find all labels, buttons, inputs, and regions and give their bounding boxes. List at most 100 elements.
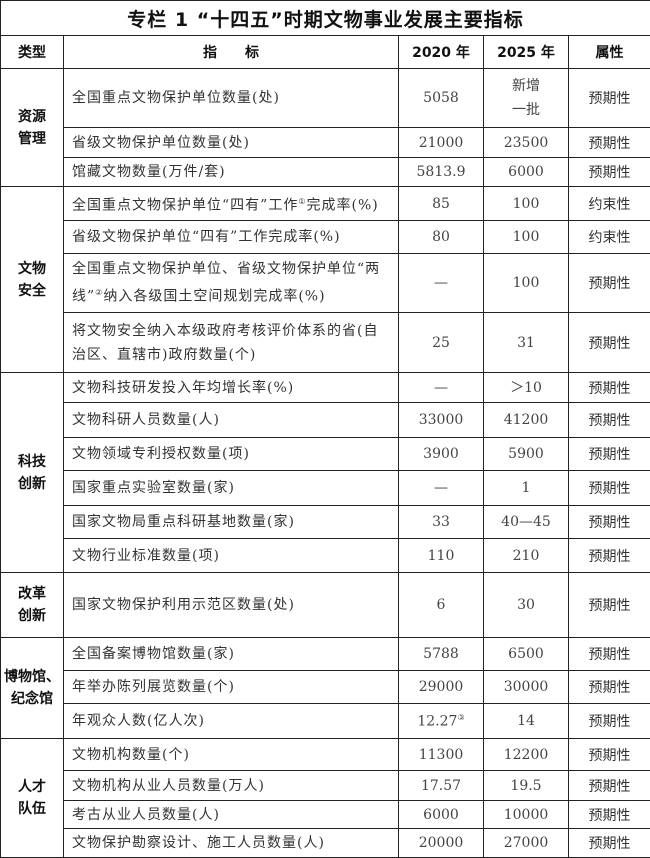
value-2020: 5813.9 [399, 158, 484, 187]
indicator-text: 全国重点文物保护单位数量(处) [72, 90, 280, 106]
value-2025: 6000 [484, 158, 569, 187]
indicator-cell: 文物保护勘察设计、施工人员数量(人) [64, 829, 399, 858]
attribute-cell: 预期性 [569, 128, 650, 158]
header-2025: 2025 年 [484, 36, 569, 69]
indicator-cell: 馆藏文物数量(万件/套) [64, 158, 399, 187]
category-cell: 科技 创新 [1, 373, 64, 573]
category-cell: 博物馆、 纪念馆 [1, 638, 64, 739]
indicator-text: 国家文物保护利用示范区数量(处) [72, 597, 295, 613]
value-2025: 41200 [484, 403, 569, 438]
header-attribute: 属性 [569, 36, 650, 69]
value-2025: 14 [484, 704, 569, 739]
value-2025: 23500 [484, 128, 569, 158]
attribute-cell: 预期性 [569, 704, 650, 739]
value-2025: 100 [484, 254, 569, 313]
value-2020-text: 5813.9 [417, 164, 466, 180]
indicator-cell: 文物科研人员数量(人) [64, 403, 399, 438]
indicator-cell: 将文物安全纳入本级政府考核评价体系的省(自治区、直辖市)政府数量(个) [64, 313, 399, 373]
attribute-cell: 预期性 [569, 638, 650, 671]
attribute-cell: 预期性 [569, 573, 650, 638]
value-2020-text: 6000 [423, 807, 459, 823]
value-2020-text: 12.27 [417, 713, 457, 729]
indicator-cell: 文物机构数量(个) [64, 739, 399, 771]
indicator-cell: 文物科技研发投入年均增长率(%) [64, 373, 399, 403]
indicator-text: 国家文物局重点科研基地数量(家) [72, 514, 295, 530]
attribute-cell: 约束性 [569, 221, 650, 254]
value-2025: 5900 [484, 438, 569, 471]
attribute-cell: 约束性 [569, 187, 650, 221]
value-2020-text: 11300 [419, 747, 464, 763]
attribute-cell: 预期性 [569, 739, 650, 771]
indicator-cell: 国家文物局重点科研基地数量(家) [64, 506, 399, 539]
value-2020: 11300 [399, 739, 484, 771]
value-2020-text: 17.57 [421, 778, 461, 794]
value-2020: 17.57 [399, 771, 484, 801]
value-2020-text: 5058 [423, 90, 459, 106]
header-type: 类型 [1, 36, 64, 69]
indicator-cell: 年观众人数(亿人次) [64, 704, 399, 739]
value-2020: 33 [399, 506, 484, 539]
indicator-text: 年举办陈列展览数量(个) [72, 679, 235, 695]
indicator-text: 文物领域专利授权数量(项) [72, 446, 250, 462]
category-cell: 改革 创新 [1, 573, 64, 638]
value-2020-text: — [434, 480, 448, 496]
indicator-cell: 考古从业人员数量(人) [64, 801, 399, 829]
value-2025: 30 [484, 573, 569, 638]
attribute-cell: 预期性 [569, 829, 650, 858]
indicator-cell: 国家重点实验室数量(家) [64, 471, 399, 506]
indicator-text: 文物机构数量(个) [72, 747, 190, 763]
value-2020-text: 5788 [423, 646, 459, 662]
attribute-cell: 预期性 [569, 313, 650, 373]
category-cell: 文物 安全 [1, 187, 64, 373]
indicator-text: 文物行业标准数量(项) [72, 548, 220, 564]
indicator-text-cont: 纳入各级国土空间规划完成率(%) [103, 289, 325, 305]
value-2020-text: — [434, 380, 448, 396]
footnote-mark: ① [298, 197, 306, 206]
indicator-cell: 全国重点文物保护单位“四有”工作①完成率(%) [64, 187, 399, 221]
value-2020-text: — [434, 275, 448, 291]
attribute-cell: 预期性 [569, 539, 650, 573]
value-2020: 80 [399, 221, 484, 254]
indicator-text: 文物机构从业人员数量(万人) [72, 778, 265, 794]
value-2025: 210 [484, 539, 569, 573]
indicator-cell: 全国重点文物保护单位、省级文物保护单位“两线”②纳入各级国土空间规划完成率(%) [64, 254, 399, 313]
indicator-text: 全国重点文物保护单位“四有”工作 [72, 197, 298, 213]
indicator-text: 年观众人数(亿人次) [72, 713, 205, 729]
indicator-cell: 年举办陈列展览数量(个) [64, 671, 399, 704]
value-2020-text: 110 [428, 548, 455, 564]
header-indicator: 指 标 [64, 36, 399, 69]
value-2020: — [399, 373, 484, 403]
category-cell: 资源 管理 [1, 69, 64, 187]
indicator-text: 省级文物保护单位“四有”工作完成率(%) [72, 229, 341, 245]
indicator-cell: 全国备案博物馆数量(家) [64, 638, 399, 671]
value-2025: 19.5 [484, 771, 569, 801]
indicator-text: 文物保护勘察设计、施工人员数量(人) [72, 835, 325, 851]
value-2020: 6000 [399, 801, 484, 829]
value-2020: 85 [399, 187, 484, 221]
attribute-cell: 预期性 [569, 438, 650, 471]
value-2020: 20000 [399, 829, 484, 858]
value-2025: 40—45 [484, 506, 569, 539]
indicator-text: 考古从业人员数量(人) [72, 807, 220, 823]
value-2020-text: 33000 [419, 412, 464, 428]
value-2020-text: 21000 [419, 135, 464, 151]
value-2025: 100 [484, 221, 569, 254]
value-2025: 1 [484, 471, 569, 506]
value-2020-text: 29000 [419, 679, 464, 695]
value-2020-text: 25 [432, 335, 450, 351]
attribute-cell: 预期性 [569, 158, 650, 187]
value-2025: 27000 [484, 829, 569, 858]
value-2025: ＞10 [484, 373, 569, 403]
attribute-cell: 预期性 [569, 771, 650, 801]
